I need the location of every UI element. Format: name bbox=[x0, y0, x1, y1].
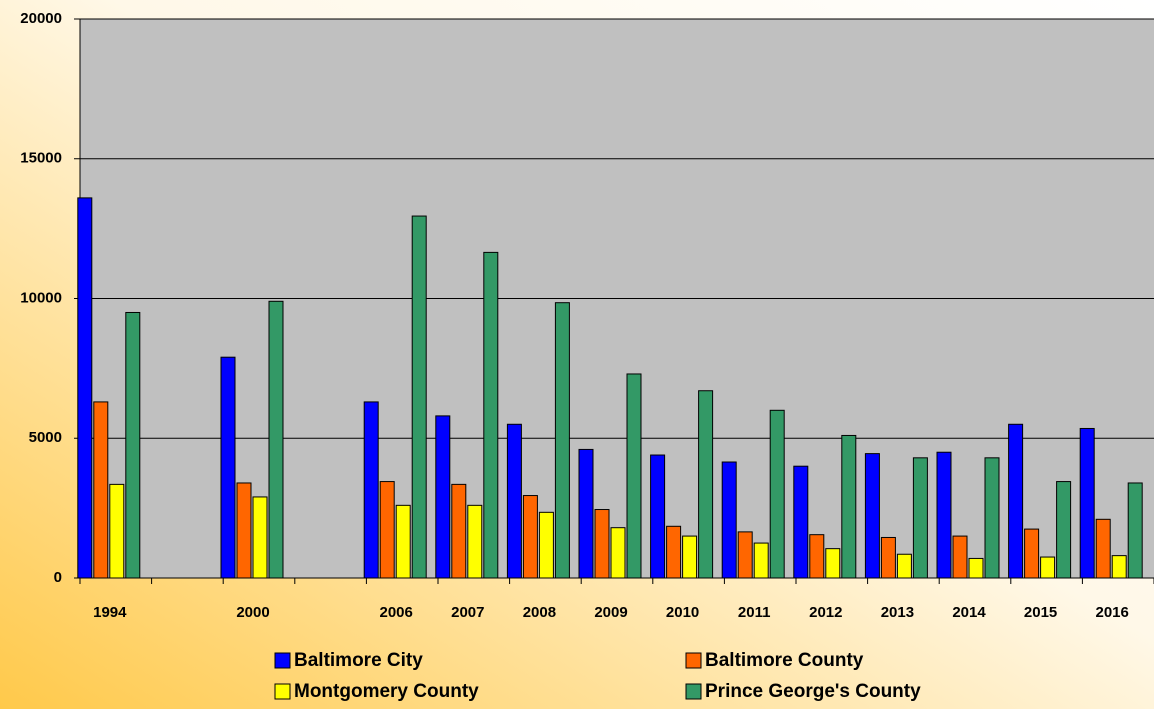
bar bbox=[610, 527, 626, 579]
x-tick-label: 2008 bbox=[523, 604, 556, 621]
bar bbox=[721, 461, 737, 579]
bar bbox=[936, 451, 952, 579]
legend: Baltimore City Baltimore County Montgomery… bbox=[274, 650, 921, 702]
bar bbox=[864, 453, 880, 579]
bar bbox=[93, 401, 109, 579]
bar bbox=[379, 481, 395, 579]
bar bbox=[125, 311, 141, 579]
x-tick-label: 2000 bbox=[236, 604, 269, 621]
bar bbox=[968, 557, 984, 579]
bar bbox=[952, 535, 968, 579]
x-tick-label: 2011 bbox=[738, 604, 771, 621]
bar bbox=[252, 496, 268, 579]
legend-swatch bbox=[685, 652, 702, 669]
bar bbox=[753, 542, 769, 579]
bar bbox=[220, 356, 236, 579]
legend-swatch bbox=[274, 683, 291, 700]
legend-label: Montgomery County bbox=[294, 681, 479, 702]
bar bbox=[363, 401, 379, 579]
bar bbox=[626, 373, 642, 579]
y-tick-label: 10000 bbox=[20, 289, 62, 306]
x-tick-label: 2009 bbox=[594, 604, 627, 621]
bar bbox=[809, 534, 825, 579]
bar bbox=[483, 251, 499, 579]
x-tick-label: 2013 bbox=[881, 604, 914, 621]
bar bbox=[769, 409, 785, 579]
bar bbox=[682, 535, 698, 579]
y-tick-label: 20000 bbox=[20, 10, 62, 27]
bar bbox=[1024, 528, 1040, 579]
bar bbox=[737, 531, 753, 579]
y-tick-label: 0 bbox=[54, 569, 62, 586]
x-tick-label: 1994 bbox=[93, 604, 127, 621]
bar bbox=[467, 504, 483, 579]
bar bbox=[896, 553, 912, 579]
x-tick-label: 2007 bbox=[451, 604, 484, 621]
bar bbox=[650, 454, 666, 579]
x-tick-label: 2010 bbox=[666, 604, 699, 621]
bar bbox=[1008, 423, 1024, 579]
bar bbox=[506, 423, 522, 579]
bar bbox=[825, 548, 841, 579]
bar bbox=[451, 483, 467, 579]
legend-label: Prince George's County bbox=[705, 681, 921, 702]
bar bbox=[538, 511, 554, 579]
bar bbox=[880, 536, 896, 579]
bar bbox=[109, 483, 125, 579]
bar bbox=[912, 457, 928, 579]
bar bbox=[793, 465, 809, 579]
legend-label: Baltimore County bbox=[705, 650, 864, 671]
x-tick-label: 2015 bbox=[1024, 604, 1057, 621]
bar bbox=[554, 302, 570, 579]
bar bbox=[1056, 481, 1072, 579]
bar bbox=[236, 482, 252, 579]
bar bbox=[666, 525, 682, 579]
legend-label: Baltimore City bbox=[294, 650, 423, 671]
bar bbox=[578, 448, 594, 579]
bar bbox=[395, 504, 411, 579]
bar bbox=[1111, 555, 1127, 579]
bar bbox=[1127, 482, 1143, 579]
bar bbox=[1079, 427, 1095, 579]
x-tick-label: 2016 bbox=[1096, 604, 1129, 621]
bar bbox=[698, 390, 714, 579]
bar bbox=[435, 415, 451, 579]
bar bbox=[522, 495, 538, 579]
bar bbox=[411, 215, 427, 579]
bar bbox=[268, 300, 284, 579]
bar bbox=[984, 457, 1000, 579]
bar bbox=[1040, 556, 1056, 579]
bar bbox=[1095, 518, 1111, 579]
y-tick-label: 15000 bbox=[20, 150, 62, 167]
x-tick-label: 2006 bbox=[380, 604, 413, 621]
bar bbox=[594, 509, 610, 579]
legend-swatch bbox=[274, 652, 291, 669]
bar bbox=[77, 197, 93, 579]
x-tick-label: 2014 bbox=[952, 604, 986, 621]
legend-swatch bbox=[685, 683, 702, 700]
y-tick-label: 5000 bbox=[29, 429, 62, 446]
x-tick-label: 2012 bbox=[809, 604, 842, 621]
bar bbox=[841, 434, 857, 579]
